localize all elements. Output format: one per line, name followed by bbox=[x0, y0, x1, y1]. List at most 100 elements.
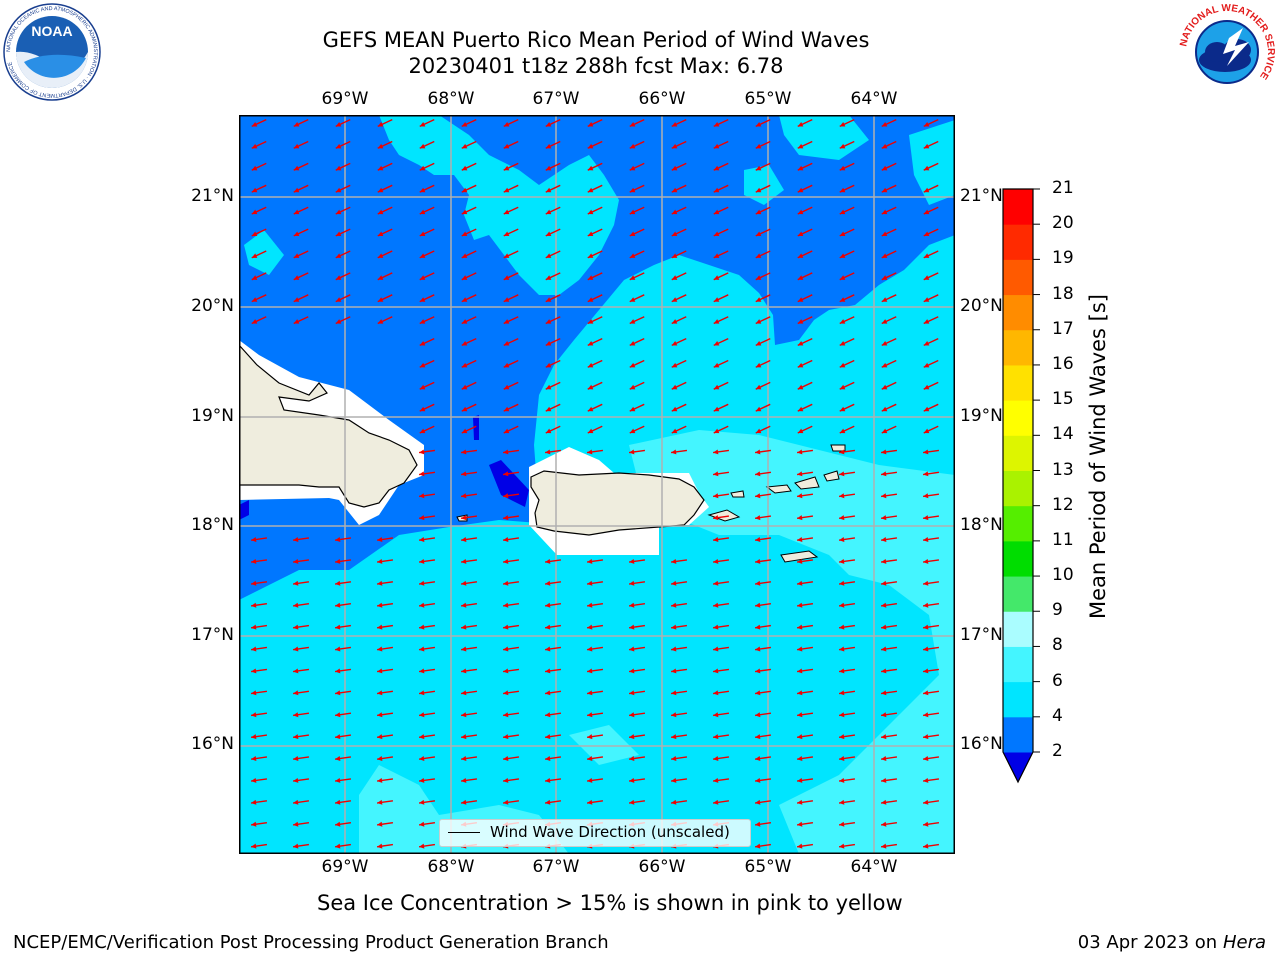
wind-arrow-head bbox=[419, 624, 425, 630]
wind-arrow-head bbox=[503, 384, 510, 390]
wind-arrow-head bbox=[839, 537, 845, 542]
wind-arrow-head bbox=[755, 537, 761, 542]
wind-arrow-head bbox=[797, 668, 803, 674]
wind-arrow-head bbox=[293, 799, 299, 805]
wind-arrow-head bbox=[839, 253, 846, 258]
wind-arrow-head bbox=[545, 624, 551, 630]
wind-arrow-head bbox=[881, 756, 887, 761]
wind-arrow-head bbox=[755, 471, 761, 477]
wind-arrow-head bbox=[251, 165, 258, 171]
wind-arrow-head bbox=[377, 756, 383, 761]
wind-arrow-head bbox=[839, 209, 846, 215]
wind-arrow-head bbox=[293, 275, 300, 280]
wind-arrow-head bbox=[293, 734, 299, 740]
wind-arrow-head bbox=[881, 580, 887, 586]
wind-arrow-head bbox=[377, 319, 384, 324]
wind-arrow-head bbox=[839, 602, 845, 608]
wind-arrow-head bbox=[881, 449, 887, 455]
wind-arrow-head bbox=[839, 406, 846, 412]
wind-arrow-head bbox=[671, 690, 677, 696]
wind-arrow-head bbox=[797, 712, 803, 718]
wind-arrow-head bbox=[377, 558, 383, 564]
wind-arrow-head bbox=[671, 580, 677, 586]
wind-arrow-head bbox=[335, 187, 342, 193]
wind-arrow-head bbox=[587, 428, 594, 434]
lon-tick-bottom: 66°W bbox=[638, 857, 686, 877]
wind-arrow-head bbox=[293, 537, 299, 542]
wind-arrow-head bbox=[839, 231, 846, 237]
wind-arrow-head bbox=[335, 143, 342, 149]
wind-arrow-head bbox=[545, 602, 551, 608]
colorbar-tick-label: 11 bbox=[1052, 529, 1074, 550]
wind-arrow-head bbox=[881, 122, 888, 127]
wind-arrow-head bbox=[923, 580, 929, 586]
wind-arrow-head bbox=[461, 341, 468, 346]
wind-arrow-head bbox=[629, 756, 635, 761]
land-hispaniola bbox=[239, 344, 418, 508]
wind-arrow-head bbox=[881, 690, 887, 696]
wind-arrow-head bbox=[251, 602, 257, 608]
wind-arrow-head bbox=[587, 624, 593, 630]
wind-arrow-head bbox=[839, 122, 846, 127]
wind-arrow-head bbox=[713, 406, 720, 412]
wind-arrow-head bbox=[713, 362, 720, 368]
wind-arrow-head bbox=[797, 580, 803, 586]
footer-machine: Hera bbox=[1222, 932, 1266, 953]
wind-arrow-head bbox=[293, 165, 300, 171]
wind-arrow-head bbox=[755, 297, 762, 302]
wind-arrow-head bbox=[629, 428, 636, 434]
wind-arrow-head bbox=[923, 668, 929, 674]
wind-arrow-head bbox=[419, 384, 426, 390]
wind-arrow-head bbox=[713, 122, 720, 127]
wind-arrow-head bbox=[755, 406, 762, 412]
wind-arrow-head bbox=[503, 646, 509, 652]
wind-arrow-head bbox=[881, 143, 888, 149]
wind-arrow-head bbox=[461, 668, 467, 674]
colorbar-tick-label: 15 bbox=[1052, 389, 1074, 410]
wind-arrow-head bbox=[923, 602, 929, 608]
wind-arrow-head bbox=[713, 297, 720, 302]
wind-arrow-head bbox=[671, 712, 677, 718]
lon-tick-top: 69°W bbox=[321, 89, 369, 109]
wind-arrow-head bbox=[293, 187, 300, 193]
wind-arrow-head bbox=[545, 690, 551, 696]
wind-arrow-head bbox=[587, 449, 593, 455]
wind-arrow-head bbox=[755, 384, 762, 390]
wind-arrow-head bbox=[881, 187, 888, 193]
wind-arrow-head bbox=[797, 319, 804, 324]
wind-arrow-head bbox=[713, 799, 719, 805]
colorbar-tick-label: 19 bbox=[1052, 248, 1074, 269]
wind-arrow-head bbox=[839, 471, 845, 477]
wind-arrow-head bbox=[629, 122, 636, 127]
wind-arrow-head bbox=[923, 384, 930, 390]
wind-arrow-head bbox=[419, 690, 425, 696]
wind-arrow-head bbox=[377, 122, 384, 127]
wind-arrow-head bbox=[419, 602, 425, 608]
wind-arrow-head bbox=[923, 253, 930, 258]
wind-arrow-head bbox=[713, 712, 719, 718]
wind-arrow-head bbox=[545, 165, 552, 171]
wind-arrow-head bbox=[839, 493, 845, 499]
wind-arrow-head bbox=[461, 319, 468, 324]
wind-arrow-head bbox=[587, 602, 593, 608]
wind-arrow-head bbox=[923, 734, 929, 740]
graticule bbox=[239, 115, 955, 854]
wind-arrow-head bbox=[587, 646, 593, 652]
wind-arrow-head bbox=[419, 668, 425, 674]
wind-arrow-head bbox=[461, 406, 468, 412]
wind-arrow-head bbox=[755, 712, 761, 718]
lon-tick-bottom: 65°W bbox=[744, 857, 792, 877]
wind-arrow-head bbox=[251, 537, 257, 542]
wind-arrow-head bbox=[461, 471, 467, 477]
colorbar-extension bbox=[1003, 752, 1033, 782]
wind-arrow-head bbox=[503, 602, 509, 608]
wind-arrow-head bbox=[671, 756, 677, 761]
wind-arrow-head bbox=[545, 341, 552, 346]
wind-arrow-head bbox=[755, 821, 761, 827]
wind-arrow-head bbox=[335, 668, 341, 674]
wind-arrow-head bbox=[335, 777, 341, 783]
wind-arrow-head bbox=[923, 843, 929, 849]
wind-arrow-head bbox=[671, 602, 677, 608]
wind-arrow-head bbox=[293, 253, 300, 258]
wind-arrow-head bbox=[461, 122, 468, 127]
